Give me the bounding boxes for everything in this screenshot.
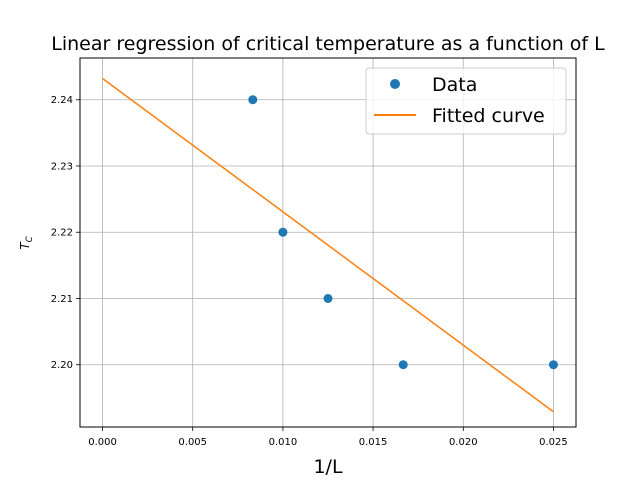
data-point (248, 95, 258, 105)
y-tick-label: 2.20 (51, 360, 73, 371)
y-tick-label: 2.23 (51, 161, 73, 172)
x-tick-label: 0.005 (178, 437, 207, 448)
data-point (278, 227, 288, 237)
chart-title: Linear regression of critical temperatur… (51, 33, 605, 55)
legend-box (365, 67, 567, 135)
y-tick-label: 2.24 (51, 95, 73, 106)
x-tick-label: 0.015 (359, 437, 388, 448)
x-axis-ticks: 0.000 0.005 0.010 0.015 0.020 0.025 (88, 427, 568, 448)
legend-marker-data (390, 79, 400, 89)
legend-label-data: Data (432, 74, 477, 96)
fit-line-group (102, 77, 554, 413)
data-point (548, 360, 558, 370)
legend: Data Fitted curve (365, 67, 567, 135)
data-point (398, 360, 408, 370)
plot-frame (79, 57, 577, 428)
data-point (323, 293, 333, 303)
data-points (248, 95, 558, 370)
x-tick-label: 0.000 (88, 437, 117, 448)
y-axis-label: TC (18, 236, 35, 249)
y-axis-label-subscript: C (25, 236, 35, 242)
legend-label-fitted-curve: Fitted curve (432, 105, 545, 127)
x-tick-label: 0.020 (449, 437, 478, 448)
x-tick-label: 0.010 (269, 437, 298, 448)
y-tick-label: 2.22 (51, 228, 73, 239)
x-tick-label: 0.025 (539, 437, 568, 448)
x-axis-label: 1/L (313, 456, 342, 478)
fitted-curve-line (102, 77, 554, 413)
y-axis-ticks: 2.20 2.21 2.22 2.23 2.24 (51, 95, 80, 371)
y-tick-label: 2.21 (51, 294, 73, 305)
